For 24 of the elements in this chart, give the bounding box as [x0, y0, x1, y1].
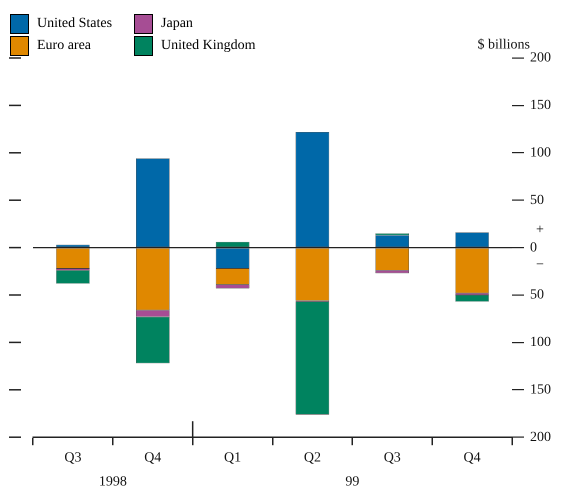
text: − — [536, 257, 544, 272]
legend-label: Euro area — [37, 38, 92, 54]
x-tick-label: Q4 — [464, 450, 481, 466]
legend-label: United Kingdom — [161, 38, 256, 54]
text: + — [536, 222, 544, 238]
y-tick-label: 200 — [530, 50, 551, 66]
text: 1998 — [98, 474, 127, 490]
y-tick-label: 150 — [530, 382, 551, 398]
y-tick-label: 200 — [530, 430, 551, 445]
x-tick-label: Q4 — [144, 450, 162, 466]
y-tick-label: 50 — [530, 192, 544, 208]
y-tick-label: 0 — [530, 240, 537, 256]
y-tick-label: 150 — [530, 98, 551, 114]
y-tick-label: 50 — [530, 288, 544, 303]
x-tick-label: Q2 — [304, 450, 321, 466]
x-tick-label: Q3 — [384, 450, 401, 466]
text: 99 — [345, 474, 360, 490]
x-tick-label: Q1 — [224, 450, 242, 466]
legend-label: Japan — [161, 16, 193, 32]
y-tick-label: 100 — [530, 335, 551, 350]
y-axis-title: $ billions — [477, 38, 530, 53]
legend-label: United States — [37, 16, 112, 32]
y-tick-label: 100 — [530, 145, 551, 160]
x-tick-label: Q3 — [64, 450, 82, 466]
